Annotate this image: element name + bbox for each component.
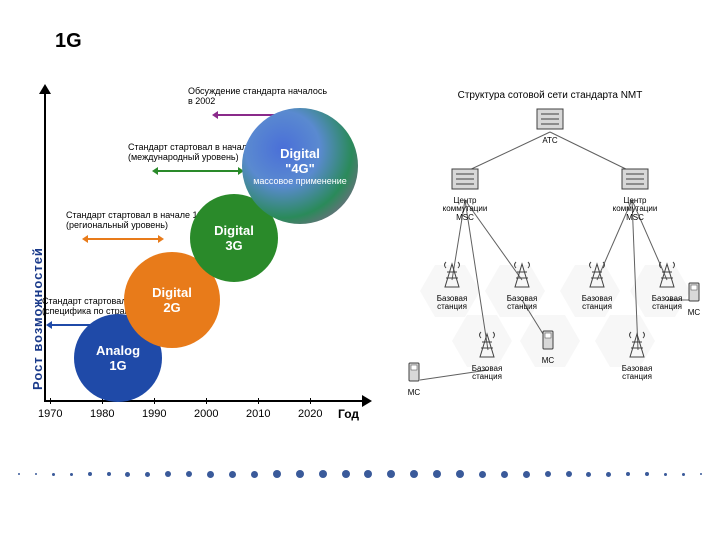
tower-icon (626, 330, 648, 358)
node-bs2: Базовая станция (498, 260, 546, 312)
evolution-chart: Рост возможностей 1970 1980 1990 2000 20… (18, 80, 378, 420)
footer-dot (645, 472, 649, 476)
y-axis-label: Рост возможностей (30, 247, 45, 390)
footer-dot (545, 471, 551, 477)
footer-dot (342, 470, 350, 478)
annot-4g: Обсуждение стандарта началось в 2002 (188, 86, 348, 107)
footer-dot (296, 470, 304, 478)
xtick-mark (154, 398, 155, 404)
footer-dot (18, 473, 20, 475)
footer-dot (145, 472, 150, 477)
xtick: 1970 (38, 408, 62, 420)
xtick: 2010 (246, 408, 270, 420)
phone-icon (688, 282, 700, 302)
node-msc1: Центр коммутацииMSC (434, 168, 496, 222)
xtick: 1980 (90, 408, 114, 420)
switch-icon (536, 108, 564, 130)
footer-dot-row (18, 470, 702, 478)
phone-icon (542, 330, 554, 350)
slide-title: 1G (55, 30, 82, 53)
footer-dot (479, 471, 486, 478)
xtick-mark (258, 398, 259, 404)
y-axis-line (44, 90, 46, 400)
footer-dot (107, 472, 111, 476)
footer-dot (626, 472, 630, 476)
footer-dot (682, 473, 685, 476)
footer-dot (52, 473, 55, 476)
xtick-mark (310, 398, 311, 404)
footer-dot (70, 473, 73, 476)
footer-dot (165, 471, 171, 477)
x-axis-label: Год (338, 407, 359, 421)
node-bs3: Базовая станция (573, 260, 621, 312)
footer-dot (251, 471, 258, 478)
xtick-mark (50, 398, 51, 404)
footer-dot (186, 471, 192, 477)
footer-dot (523, 471, 530, 478)
footer-dot (35, 473, 37, 475)
footer-dot (207, 471, 214, 478)
node-bs1: Базовая станция (428, 260, 476, 312)
footer-dot (88, 472, 92, 476)
footer-dot (566, 471, 572, 477)
tower-icon (656, 260, 678, 288)
node-ms2: MC (536, 330, 560, 365)
footer-dot (700, 473, 702, 475)
footer-dot (387, 470, 395, 478)
footer-dot (273, 470, 281, 478)
xtick: 1990 (142, 408, 166, 420)
footer-dot (410, 470, 418, 478)
xtick-mark (206, 398, 207, 404)
x-axis-line (44, 400, 364, 402)
footer-dot (229, 471, 236, 478)
network-diagram: Структура сотовой сети стандарта NMT (400, 90, 700, 400)
footer-dot (456, 470, 464, 478)
node-bs6: Базовая станция (613, 330, 661, 382)
tower-icon (511, 260, 533, 288)
node-ms1: MC (402, 362, 426, 397)
arrow-3g (158, 170, 238, 172)
y-axis-arrow (39, 84, 51, 94)
xtick: 2020 (298, 408, 322, 420)
arrow-2g (88, 238, 158, 240)
tower-icon (441, 260, 463, 288)
bubble-4g: Digital "4G" массовое применение (242, 108, 358, 224)
switch-icon (451, 168, 479, 190)
footer-dot (433, 470, 441, 478)
x-axis-arrow (362, 395, 372, 407)
footer-dot (606, 472, 611, 477)
node-bs5: Базовая станция (463, 330, 511, 382)
footer-dot (664, 473, 667, 476)
switch-icon (621, 168, 649, 190)
tower-icon (476, 330, 498, 358)
xtick: 2000 (194, 408, 218, 420)
tower-icon (586, 260, 608, 288)
footer-dot (501, 471, 508, 478)
node-atc: АТС (528, 108, 572, 145)
footer-dot (125, 472, 130, 477)
phone-icon (408, 362, 420, 382)
footer-dot (319, 470, 327, 478)
footer-dot (586, 472, 591, 477)
footer-dot (364, 470, 372, 478)
node-msc2: Центр коммутацииMSC (604, 168, 666, 222)
node-ms3: MC (682, 282, 706, 317)
slide-root: 1G Рост возможностей 1970 1980 1990 2000… (0, 0, 720, 540)
